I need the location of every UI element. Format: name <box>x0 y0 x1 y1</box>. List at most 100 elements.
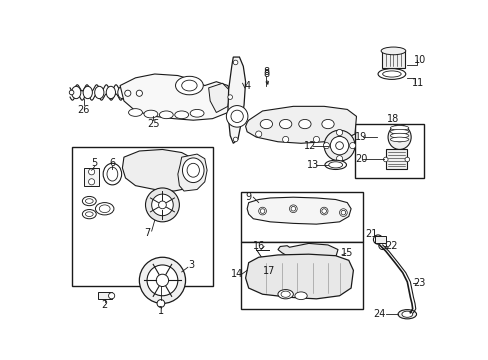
Bar <box>385 149 407 170</box>
Ellipse shape <box>320 207 327 215</box>
Bar <box>241 192 362 242</box>
Ellipse shape <box>328 162 342 168</box>
Ellipse shape <box>313 136 319 143</box>
Ellipse shape <box>373 235 382 244</box>
Bar <box>381 51 404 68</box>
Text: 19: 19 <box>354 132 366 142</box>
Ellipse shape <box>128 109 142 116</box>
Ellipse shape <box>147 265 178 296</box>
Ellipse shape <box>392 126 406 142</box>
Ellipse shape <box>175 76 203 95</box>
Ellipse shape <box>190 109 203 117</box>
Ellipse shape <box>156 274 168 287</box>
Ellipse shape <box>95 86 104 99</box>
Text: 12: 12 <box>304 141 316 150</box>
Text: 20: 20 <box>354 154 366 164</box>
Ellipse shape <box>69 90 74 95</box>
Bar <box>354 124 424 178</box>
Ellipse shape <box>151 194 173 216</box>
Ellipse shape <box>321 120 333 129</box>
Ellipse shape <box>329 136 348 155</box>
Ellipse shape <box>174 111 188 119</box>
Polygon shape <box>277 243 337 260</box>
Ellipse shape <box>340 132 346 139</box>
Ellipse shape <box>389 126 408 130</box>
Ellipse shape <box>157 300 164 307</box>
Ellipse shape <box>279 120 291 129</box>
Ellipse shape <box>233 137 238 142</box>
Ellipse shape <box>233 60 238 65</box>
Ellipse shape <box>230 110 243 122</box>
Ellipse shape <box>324 130 354 161</box>
Ellipse shape <box>260 120 272 129</box>
Ellipse shape <box>85 212 93 216</box>
Ellipse shape <box>336 156 342 162</box>
Ellipse shape <box>294 292 306 300</box>
Ellipse shape <box>377 69 405 80</box>
Ellipse shape <box>139 257 185 303</box>
Text: 2: 2 <box>102 300 107 310</box>
Ellipse shape <box>258 207 266 215</box>
Ellipse shape <box>71 86 81 99</box>
Bar <box>84 168 99 186</box>
Bar <box>374 236 385 243</box>
Text: 8: 8 <box>263 67 269 77</box>
Ellipse shape <box>323 143 329 149</box>
Ellipse shape <box>82 210 96 219</box>
Ellipse shape <box>107 167 118 181</box>
Text: 17: 17 <box>262 266 274 276</box>
Ellipse shape <box>341 210 345 215</box>
Ellipse shape <box>281 291 290 297</box>
Ellipse shape <box>339 209 346 216</box>
Text: 21: 21 <box>365 229 377 239</box>
Text: 11: 11 <box>411 78 424 88</box>
Ellipse shape <box>335 142 343 149</box>
Ellipse shape <box>387 125 410 149</box>
Ellipse shape <box>382 71 400 77</box>
Ellipse shape <box>389 130 408 134</box>
Bar <box>266 266 274 283</box>
Ellipse shape <box>99 205 110 213</box>
Ellipse shape <box>108 293 115 299</box>
Ellipse shape <box>136 90 142 96</box>
Ellipse shape <box>103 163 122 185</box>
Ellipse shape <box>182 158 203 183</box>
Ellipse shape <box>380 47 405 55</box>
Ellipse shape <box>401 311 412 317</box>
Polygon shape <box>245 106 356 143</box>
Ellipse shape <box>159 111 173 119</box>
Ellipse shape <box>277 289 293 299</box>
Text: 14: 14 <box>230 269 243 279</box>
Ellipse shape <box>336 130 342 136</box>
Text: 8: 8 <box>263 69 269 79</box>
Polygon shape <box>122 149 199 191</box>
Text: 22: 22 <box>385 242 397 252</box>
Ellipse shape <box>255 131 261 137</box>
Ellipse shape <box>143 110 158 118</box>
Ellipse shape <box>224 90 230 96</box>
Text: 6: 6 <box>109 158 115 167</box>
Ellipse shape <box>85 199 93 203</box>
Polygon shape <box>246 197 350 224</box>
Text: 15: 15 <box>340 248 353 258</box>
Ellipse shape <box>324 160 346 170</box>
Ellipse shape <box>266 263 274 270</box>
Text: 9: 9 <box>245 192 251 202</box>
Polygon shape <box>227 57 245 143</box>
Ellipse shape <box>397 310 416 319</box>
Ellipse shape <box>88 179 95 185</box>
Ellipse shape <box>389 137 408 142</box>
Ellipse shape <box>298 120 310 129</box>
Ellipse shape <box>404 157 409 162</box>
Bar <box>98 292 111 299</box>
Ellipse shape <box>82 197 96 206</box>
Text: 4: 4 <box>244 81 250 91</box>
Text: 1: 1 <box>158 306 163 316</box>
Bar <box>241 242 362 309</box>
Ellipse shape <box>378 242 386 249</box>
Text: 5: 5 <box>91 158 98 168</box>
Ellipse shape <box>83 86 92 99</box>
Polygon shape <box>178 154 207 191</box>
Ellipse shape <box>124 90 131 96</box>
Ellipse shape <box>158 201 166 209</box>
